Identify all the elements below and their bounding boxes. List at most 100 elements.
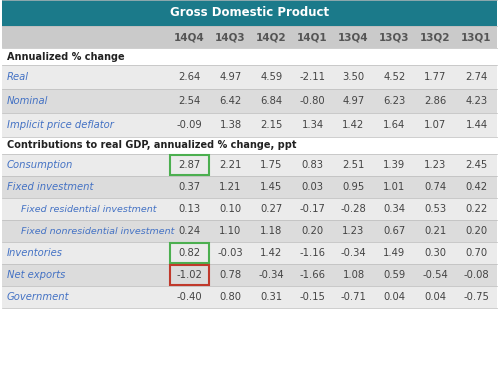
Text: 2.86: 2.86 [424, 96, 447, 106]
Bar [170, 243, 209, 263]
Text: 1.07: 1.07 [424, 120, 447, 130]
Text: Net exports: Net exports [7, 270, 65, 280]
Text: 0.13: 0.13 [179, 204, 201, 214]
Text: 1.42: 1.42 [342, 120, 365, 130]
Text: 1.45: 1.45 [260, 182, 282, 192]
Text: 1.23: 1.23 [342, 226, 365, 236]
Bar [2, 26, 497, 48]
Text: 13Q4: 13Q4 [338, 32, 369, 42]
Text: 0.74: 0.74 [425, 182, 447, 192]
Text: Nominal: Nominal [7, 96, 48, 106]
Text: 4.97: 4.97 [220, 72, 242, 82]
Text: Gross Domestic Product: Gross Domestic Product [170, 7, 329, 20]
Text: 13Q1: 13Q1 [461, 32, 492, 42]
Text: -0.09: -0.09 [177, 120, 203, 130]
Text: 2.21: 2.21 [220, 160, 242, 170]
Text: -0.75: -0.75 [464, 292, 490, 302]
Text: 2.64: 2.64 [178, 72, 201, 82]
Text: Real: Real [7, 72, 29, 82]
Text: 1.64: 1.64 [383, 120, 406, 130]
Text: Inventories: Inventories [7, 248, 63, 258]
Text: 6.84: 6.84 [260, 96, 282, 106]
Text: Fixed nonresidential investment: Fixed nonresidential investment [21, 227, 174, 235]
Bar [2, 220, 497, 242]
Text: 1.08: 1.08 [342, 270, 365, 280]
Bar [2, 176, 497, 198]
Text: 0.59: 0.59 [383, 270, 406, 280]
Text: 1.23: 1.23 [424, 160, 447, 170]
Text: 0.03: 0.03 [301, 182, 323, 192]
Bar [170, 265, 209, 285]
Bar [2, 0, 497, 26]
Text: 0.27: 0.27 [260, 204, 282, 214]
Text: -0.03: -0.03 [218, 248, 244, 258]
Text: 1.10: 1.10 [220, 226, 242, 236]
Bar [2, 89, 497, 113]
Text: 2.15: 2.15 [260, 120, 283, 130]
Text: 4.97: 4.97 [342, 96, 365, 106]
Text: 13Q2: 13Q2 [420, 32, 451, 42]
Text: -0.80: -0.80 [300, 96, 325, 106]
Text: -1.16: -1.16 [299, 248, 325, 258]
Text: 14Q2: 14Q2 [256, 32, 287, 42]
Text: -0.28: -0.28 [341, 204, 366, 214]
Text: 0.78: 0.78 [220, 270, 242, 280]
Text: 0.20: 0.20 [466, 226, 488, 236]
Bar [2, 286, 497, 308]
Text: 1.38: 1.38 [220, 120, 242, 130]
Text: -1.66: -1.66 [299, 270, 325, 280]
Text: 1.49: 1.49 [383, 248, 406, 258]
Text: 4.52: 4.52 [383, 72, 406, 82]
Text: 1.42: 1.42 [260, 248, 282, 258]
Text: Annualized % change: Annualized % change [7, 51, 125, 61]
Bar [2, 154, 497, 176]
Text: 1.18: 1.18 [260, 226, 282, 236]
Text: 0.22: 0.22 [466, 204, 488, 214]
Text: Fixed investment: Fixed investment [7, 182, 93, 192]
Text: 13Q3: 13Q3 [379, 32, 410, 42]
Bar [170, 155, 209, 175]
Bar [2, 137, 497, 154]
Text: 0.67: 0.67 [383, 226, 406, 236]
Text: 14Q1: 14Q1 [297, 32, 328, 42]
Bar [2, 48, 497, 65]
Text: -0.15: -0.15 [299, 292, 325, 302]
Text: 0.34: 0.34 [384, 204, 406, 214]
Text: -0.34: -0.34 [341, 248, 366, 258]
Text: 6.23: 6.23 [383, 96, 406, 106]
Text: -0.08: -0.08 [464, 270, 490, 280]
Text: 0.80: 0.80 [220, 292, 242, 302]
Text: 1.01: 1.01 [383, 182, 406, 192]
Text: 2.74: 2.74 [466, 72, 488, 82]
Text: 2.45: 2.45 [466, 160, 488, 170]
Text: 1.75: 1.75 [260, 160, 283, 170]
Text: 2.51: 2.51 [342, 160, 365, 170]
Text: Consumption: Consumption [7, 160, 73, 170]
Text: 1.34: 1.34 [301, 120, 323, 130]
Text: 0.30: 0.30 [425, 248, 447, 258]
Text: 0.21: 0.21 [424, 226, 447, 236]
Bar [2, 242, 497, 264]
Text: 0.82: 0.82 [179, 248, 201, 258]
Text: -0.40: -0.40 [177, 292, 202, 302]
Text: 14Q3: 14Q3 [215, 32, 246, 42]
Text: -0.17: -0.17 [299, 204, 325, 214]
Text: Fixed residential investment: Fixed residential investment [21, 205, 157, 213]
Text: 3.50: 3.50 [342, 72, 365, 82]
Bar [2, 264, 497, 286]
Text: -0.71: -0.71 [340, 292, 366, 302]
Text: 0.20: 0.20 [301, 226, 323, 236]
Text: -0.54: -0.54 [423, 270, 449, 280]
Text: 4.23: 4.23 [466, 96, 488, 106]
Text: 1.39: 1.39 [383, 160, 406, 170]
Text: 1.77: 1.77 [424, 72, 447, 82]
Bar [2, 308, 497, 386]
Text: 4.59: 4.59 [260, 72, 282, 82]
Bar [2, 198, 497, 220]
Text: 0.70: 0.70 [466, 248, 488, 258]
Text: Contributions to real GDP, annualized % change, ppt: Contributions to real GDP, annualized % … [7, 141, 296, 151]
Text: 0.04: 0.04 [425, 292, 447, 302]
Text: 0.37: 0.37 [179, 182, 201, 192]
Text: 2.54: 2.54 [178, 96, 201, 106]
Text: 0.95: 0.95 [342, 182, 365, 192]
